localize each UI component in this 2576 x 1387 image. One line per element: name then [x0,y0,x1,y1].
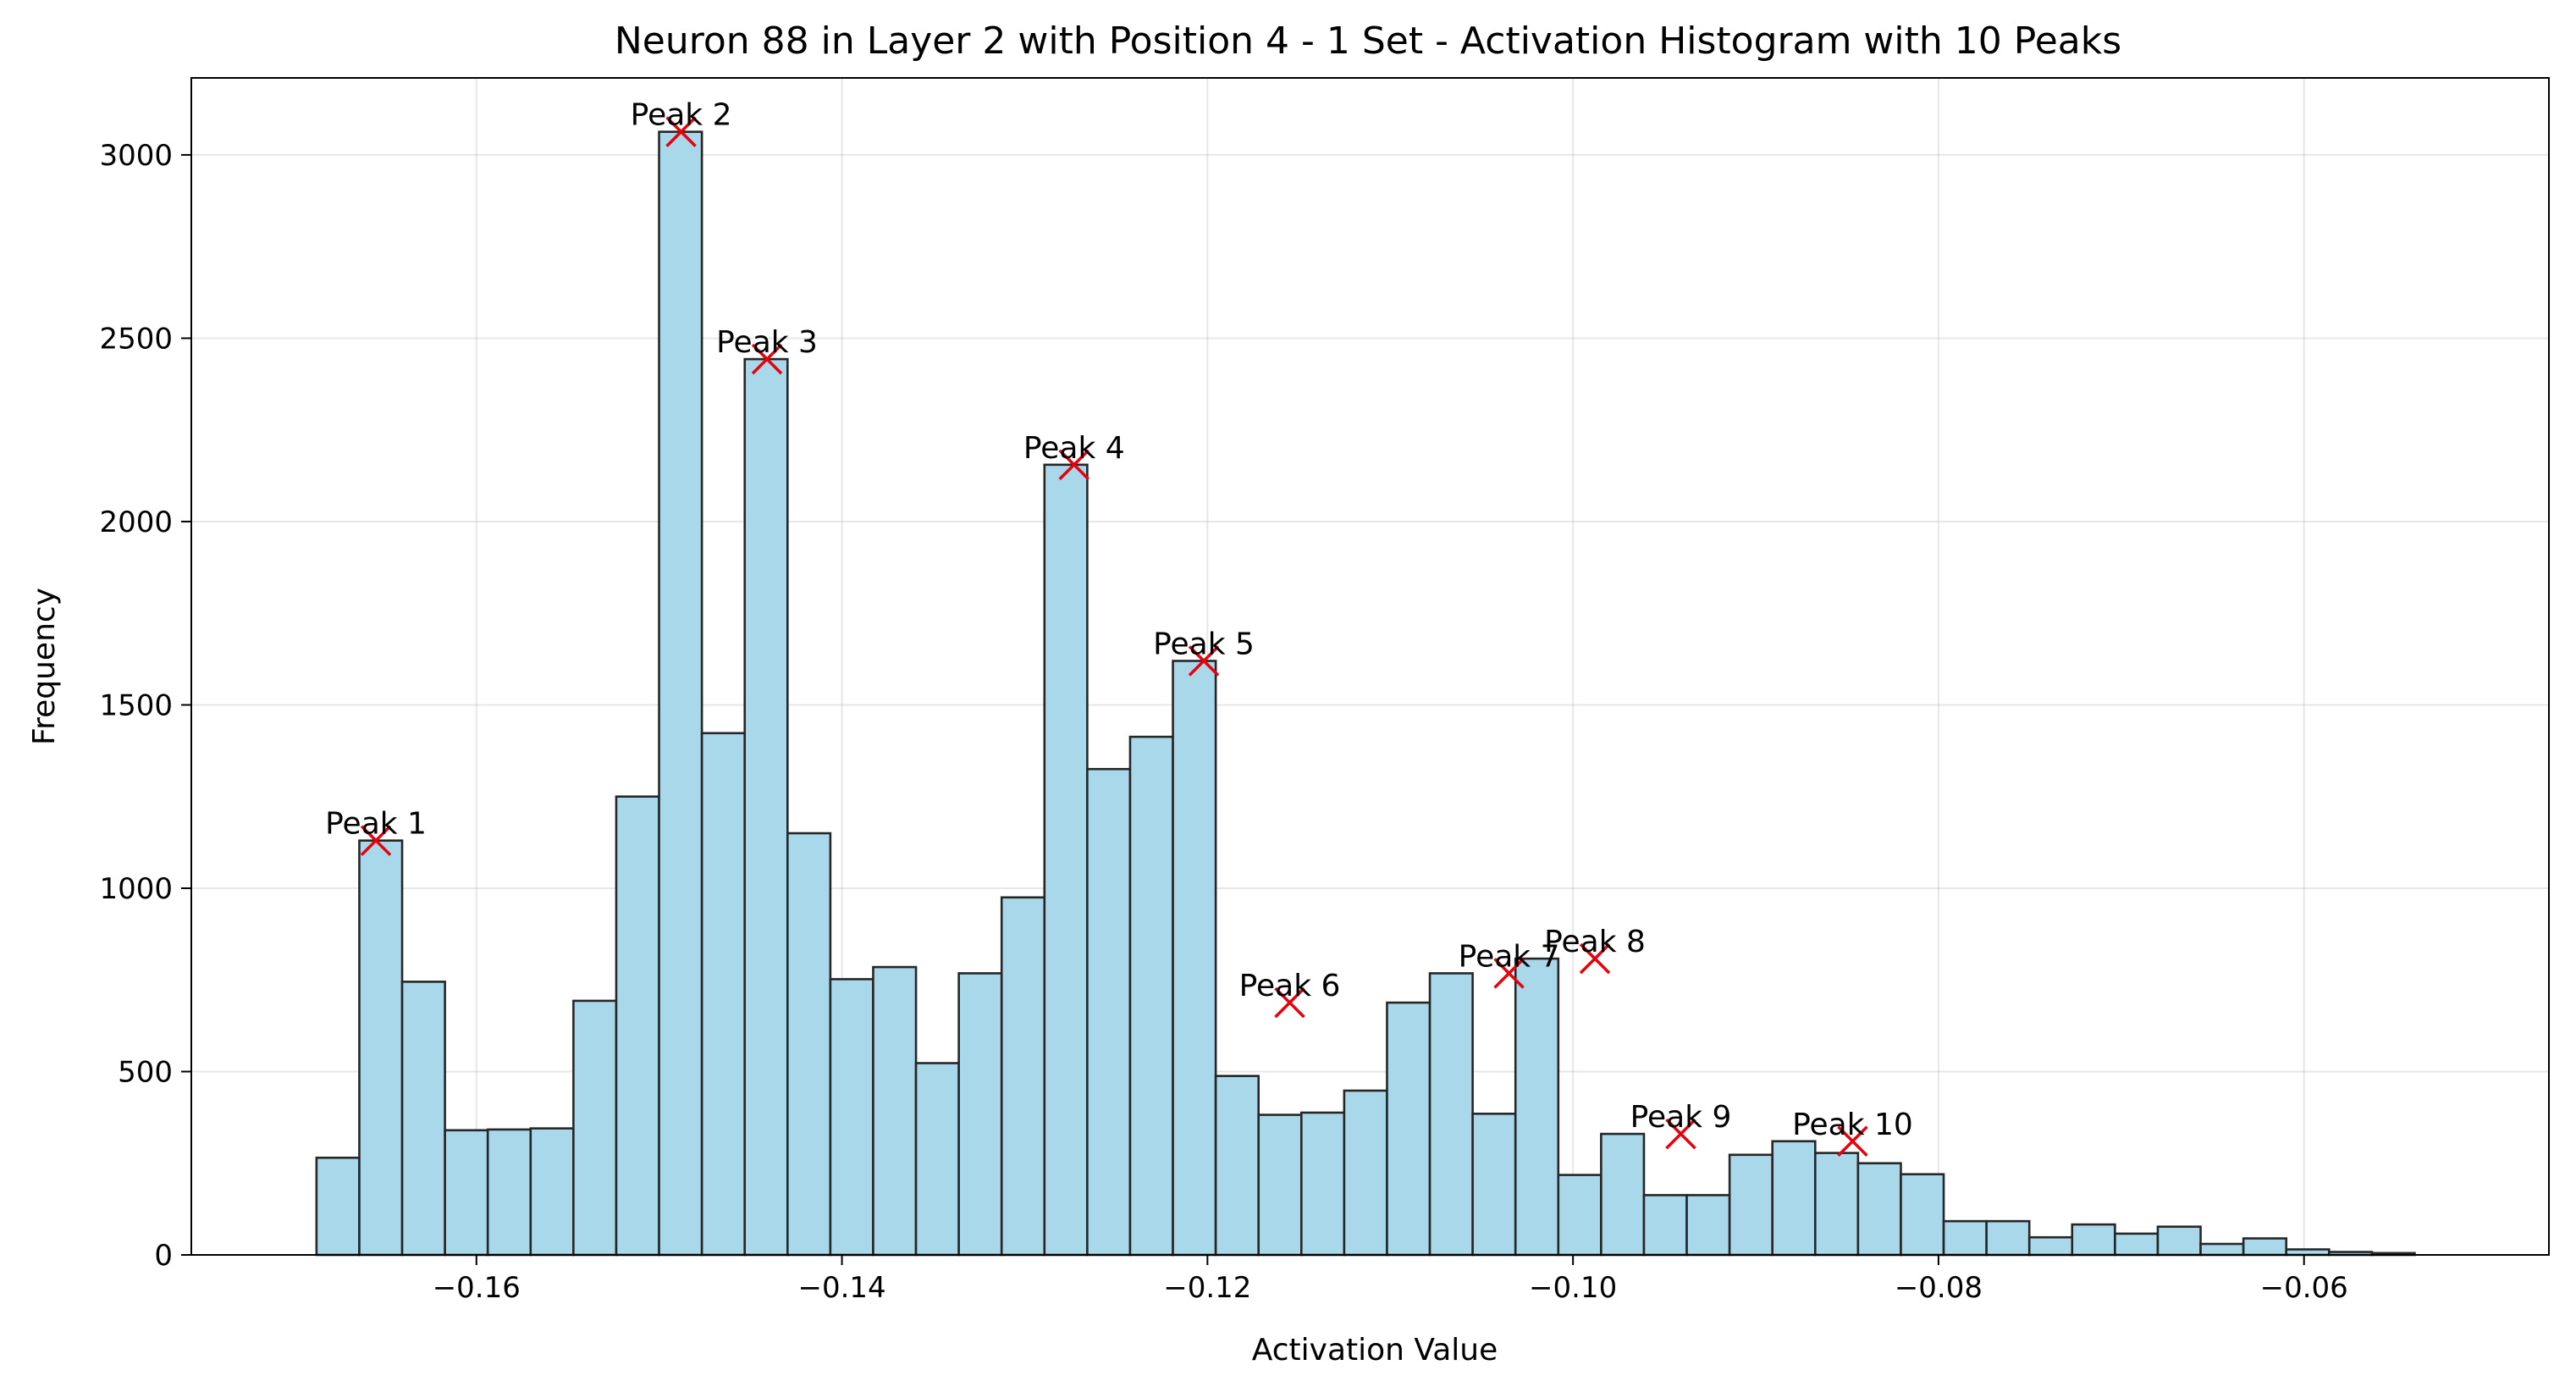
histogram-bar [1814,1152,1860,1257]
peak-marker [1493,958,1525,989]
histogram-bar [1043,463,1089,1257]
histogram-bar [1343,1089,1388,1257]
peak-marker [1188,645,1220,677]
histogram-bar [2242,1237,2288,1257]
histogram-bar [1428,972,1474,1257]
histogram-bar [1771,1140,1817,1257]
histogram-bar [1856,1162,1902,1257]
y-tick-label: 3000 [99,139,173,173]
x-tick-label: −0.10 [1529,1271,1617,1305]
histogram-bar [1900,1173,1945,1257]
plot-frame [190,77,2550,1256]
histogram-bar [1471,1112,1517,1257]
histogram-bar [957,972,1003,1257]
histogram-bar [1942,1219,1988,1257]
histogram-bar [358,839,404,1257]
histogram-bar [1557,1174,1602,1257]
x-tick-label: −0.06 [2260,1271,2348,1305]
peak-label: Peak 9 [1630,1100,1732,1135]
peak-label: Peak 3 [716,325,818,360]
peak-label: Peak 4 [1023,431,1125,466]
peak-label: Peak 6 [1239,969,1341,1003]
x-tick-label: −0.14 [797,1271,885,1305]
histogram-bar [2156,1225,2202,1257]
y-tick-label: 2000 [99,506,173,539]
x-axis-ticks: −0.16 −0.14 −0.12 −0.10 −0.08 −0.06 [433,1255,2348,1305]
histogram-bar [2071,1223,2116,1257]
histogram-bar [1514,957,1560,1257]
histogram-bar [1386,1001,1431,1257]
histogram-bar [2114,1232,2160,1257]
y-tick-label: 1000 [99,872,173,906]
histogram-bar [1685,1194,1731,1257]
histogram-bar [1985,1219,2031,1257]
histogram-bar [658,130,703,1257]
grid-lines [191,78,2549,1256]
histogram-bar [1172,660,1217,1257]
peak-marker [1274,986,1305,1019]
peak-label: Peak 2 [631,98,732,133]
histogram-bar [829,978,874,1257]
x-axis-label: Activation Value [1252,1333,1498,1368]
histogram-bar [2027,1235,2074,1257]
peak-marker [665,116,697,147]
histogram-bar [872,965,918,1257]
histogram-bar [529,1127,575,1257]
histogram-bar [572,999,618,1257]
peak-label: Peak 10 [1792,1108,1913,1142]
peak-markers: Peak 1 Peak 2 Peak 3 Peak 4 Peak 5 Peak 6 Peak… [325,98,1913,1158]
histogram-bar [1728,1153,1774,1257]
histogram-bar [1214,1075,1260,1257]
peak-label: Peak 1 [325,807,427,842]
histogram-bar [1128,735,1174,1257]
peak-marker [751,343,783,375]
histogram-bar [1600,1132,1646,1257]
x-tick-label: −0.16 [433,1271,521,1305]
histogram-bar [615,795,660,1257]
peak-label: Peak 5 [1153,627,1255,662]
x-tick-label: −0.08 [1895,1271,1983,1305]
histogram-bar [1000,896,1046,1257]
histogram-bar [1257,1113,1303,1257]
x-tick-label: −0.12 [1163,1271,1251,1305]
histogram-bar [743,357,789,1257]
peak-marker [1579,942,1611,975]
y-axis-ticks: 0 500 1000 1500 2000 2500 3000 [99,139,191,1273]
chart-title: Neuron 88 in Layer 2 with Position 4 - 1… [615,19,2121,63]
histogram-bar [2199,1242,2245,1257]
peak-label: Peak 8 [1544,925,1646,959]
histogram-bar [786,832,832,1257]
peak-marker [1058,449,1089,481]
histogram-bars [315,130,2416,1257]
histogram-bar [486,1128,532,1257]
histogram-bar [315,1156,361,1257]
peak-marker [360,825,392,856]
y-tick-label: 500 [118,1055,173,1089]
histogram-bar [444,1129,489,1257]
y-tick-label: 0 [154,1239,173,1273]
y-tick-label: 1500 [99,688,173,722]
y-axis-label: Frequency [27,588,62,745]
histogram-bar [1300,1111,1346,1257]
histogram-bar [1086,767,1132,1257]
histogram-bar [700,732,747,1257]
peak-marker [1837,1125,1868,1158]
histogram-bar [914,1062,960,1257]
histogram-bar [1642,1194,1688,1257]
peak-marker [1665,1118,1696,1150]
y-tick-label: 2500 [99,322,173,356]
peak-label: Peak 7 [1459,939,1560,974]
histogram-bar [400,981,446,1257]
